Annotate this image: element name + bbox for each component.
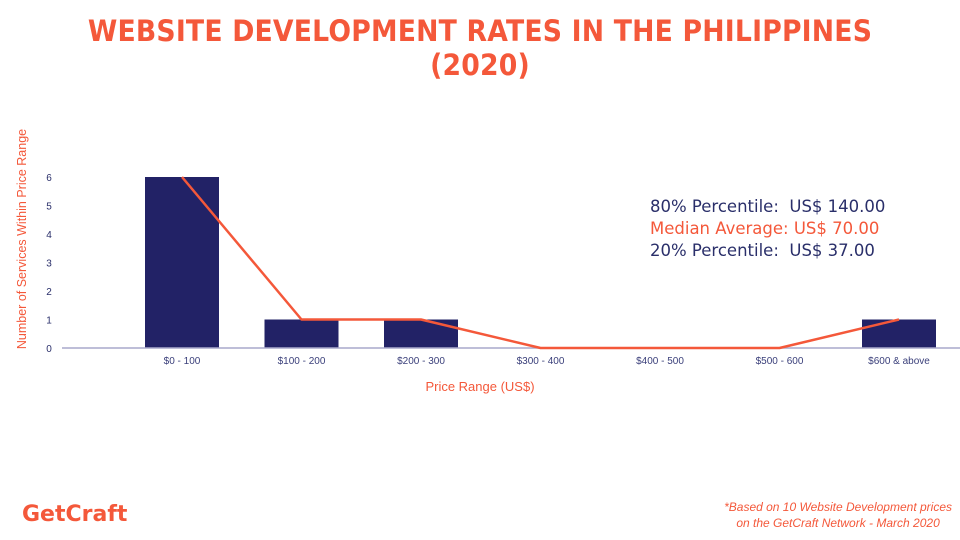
annotation-median: Median Average: US$ 70.00: [650, 219, 880, 238]
footnote-line-1: *Based on 10 Website Development prices: [724, 500, 952, 514]
bar-2: [384, 319, 458, 348]
x-tick-label: $600 & above: [868, 356, 930, 367]
x-tick-label: $400 - 500: [636, 356, 684, 367]
y-tick-label: 1: [46, 316, 52, 327]
y-axis-label: Number of Services Within Price Range: [15, 129, 29, 349]
x-axis-label: Price Range (US$): [425, 379, 534, 394]
chart-title: WEBSITE DEVELOPMENT RATES IN THE PHILIPP…: [87, 14, 873, 82]
bar-6: [862, 319, 936, 348]
bar-1: [264, 319, 339, 348]
statistics-annotations: 80% Percentile: US$ 140.00 Median Averag…: [650, 196, 885, 262]
x-tick-label: $200 - 300: [397, 356, 445, 367]
y-tick-label: 5: [46, 202, 52, 213]
getcraft-logo: GetCraft: [22, 502, 128, 527]
y-tick-label: 2: [46, 287, 52, 298]
annotation-80-percentile: 80% Percentile: US$ 140.00: [650, 197, 886, 216]
bar-0: [145, 177, 219, 348]
footnote-line-2: on the GetCraft Network - March 2020: [736, 516, 940, 530]
x-tick-label: $100 - 200: [278, 356, 326, 367]
y-tick-label: 6: [46, 173, 52, 184]
y-tick-label: 0: [46, 344, 52, 355]
annotation-20-percentile: 20% Percentile: US$ 37.00: [650, 241, 875, 260]
footnote: *Based on 10 Website Development prices …: [724, 499, 952, 531]
x-tick-label: $0 - 100: [164, 356, 201, 367]
x-tick-label: $500 - 600: [756, 356, 804, 367]
trend-line: [181, 176, 900, 350]
x-tick-label: $300 - 400: [517, 356, 565, 367]
y-tick-label: 3: [46, 259, 52, 270]
y-tick-label: 4: [46, 230, 52, 241]
